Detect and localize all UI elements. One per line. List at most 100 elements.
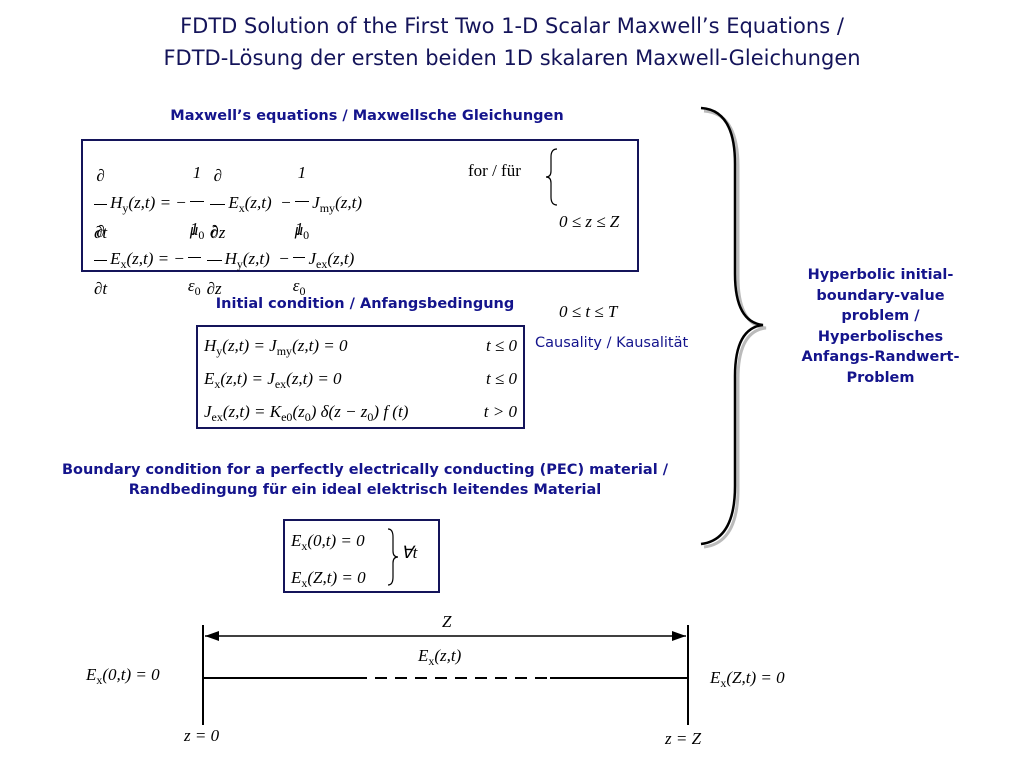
math-group: Ex(Z,t) = 0 [710, 668, 785, 690]
symbol: Ke0 [269, 402, 293, 424]
domain-diagram [202, 625, 689, 725]
symbol: ε0 [187, 276, 201, 298]
symbol: z0 [360, 402, 374, 424]
math-text: (z,t) [327, 248, 355, 268]
fraction: 1 ε0 [187, 201, 201, 319]
math-text: E [291, 531, 302, 550]
symbol: Jex [204, 402, 223, 424]
math-text: ∂t [94, 222, 108, 242]
fraction: ∂ ∂z [206, 204, 222, 317]
boundary-box: Ex(0,t) = 0 Ex(Z,t) = 0 ∀t [283, 519, 440, 593]
math-text: x [120, 256, 127, 271]
big-brace [700, 106, 767, 549]
causality: Causality / Kausalität [535, 335, 689, 351]
maxwell-heading: Maxwell’s equations / Maxwellsche Gleich… [170, 108, 564, 124]
math-text: (0,t) = 0 [102, 665, 160, 684]
math-text: x [301, 539, 308, 553]
math-text: (z,t) = − [128, 192, 187, 212]
math-text: H [224, 248, 237, 268]
math-text: 0 [299, 284, 306, 298]
math-text: ( [292, 402, 299, 421]
math-text: ∂t [94, 278, 108, 298]
math-text: t ≤ 0 [485, 336, 517, 355]
symbol: Jex [267, 369, 286, 391]
fraction: ∂ ∂t [94, 204, 108, 317]
fraction: 1 μ0 [294, 145, 310, 263]
symbol: Hy [110, 192, 128, 215]
math-text: 1 [294, 145, 310, 202]
math-text: 0 [194, 284, 201, 298]
math-text: e0 [281, 410, 293, 424]
math-text: ex [211, 410, 223, 424]
conditions: 0 ≤ z ≤ Z 0 ≤ t ≤ T [559, 147, 619, 387]
math-group: Ex(Z,t) = 0 [291, 562, 366, 599]
math-text: t ≤ 0 [485, 369, 517, 388]
math-group: Ex(0,t) = 0 [291, 525, 366, 562]
math-text: x [301, 576, 308, 590]
symbol: Ex [710, 668, 727, 690]
title-line: FDTD-Lösung der ersten beiden 1D skalare… [163, 46, 861, 70]
math-text: x [428, 654, 435, 668]
math-text: ∂ [94, 148, 108, 205]
math-group: ∂ ∂t Ex(z,t) = −1 ε0 ∂ ∂z Hy(z,t) −1 ε0 Jex(z,t) [91, 201, 362, 298]
math-text: x [238, 200, 245, 215]
math-text: (z,t) = 0 [286, 369, 342, 388]
field-label: Ex(z,t) [418, 646, 461, 669]
right-position: z = Z [665, 729, 702, 748]
right-bc: Ex(Z,t) = 0 [710, 668, 785, 691]
math-text: ) δ(z − [310, 402, 361, 421]
symbol: Ex [418, 646, 435, 668]
symbol: Ex [204, 369, 221, 391]
math-text: E [710, 668, 721, 687]
symbol: Ex [86, 665, 102, 687]
math-text: E [204, 369, 215, 388]
math-text: ∂ [206, 204, 222, 261]
math-text: z [298, 402, 305, 421]
math-text: 1 [187, 201, 201, 258]
math-text: 0 [303, 228, 310, 242]
math-text: x [214, 377, 221, 391]
symbol: Ex [291, 531, 308, 553]
initial-heading: Initial condition / Anfangsbedingung [215, 296, 515, 312]
math-text: z [360, 402, 368, 421]
summary: Hyperbolic initial-boundary-value proble… [801, 267, 960, 386]
symbol: Ex [291, 568, 308, 590]
brace [545, 148, 558, 206]
math-text: (Z,t) = 0 [307, 568, 366, 587]
fraction: 1 ε0 [292, 201, 306, 319]
math-text: ε [292, 276, 300, 295]
boundary-condition: ∀t [401, 543, 418, 562]
condition-label: for / für [468, 161, 521, 180]
math-group: ε0 [293, 258, 306, 319]
fraction: ∂ ∂t [94, 148, 108, 261]
math-text: J [308, 248, 317, 268]
math-group: μ0 [295, 202, 310, 263]
boundary-equations: Ex(0,t) = 0 Ex(Z,t) = 0 [291, 525, 366, 599]
symbol: Jmy [269, 336, 292, 358]
boundary-heading: Boundary condition for a perfectly elect… [0, 460, 730, 500]
symbol: Hy [224, 248, 243, 271]
math-text: (z,t) [434, 646, 462, 665]
symbol: Ex [228, 193, 245, 215]
symbol: ε0 [292, 276, 306, 298]
fraction: 1 μ0 [189, 145, 205, 263]
math-text: E [418, 646, 429, 665]
math-text: x [720, 676, 727, 690]
math-text: (z,t) = 0 [292, 336, 348, 355]
math-text: my [319, 200, 336, 215]
math-text: K [269, 402, 282, 421]
length-label: Z [442, 612, 452, 631]
math-text: 0 [367, 410, 374, 424]
math-text: E [110, 248, 121, 268]
math-text: ε [187, 276, 195, 295]
heading-line: Boundary condition for a perfectly elect… [61, 462, 669, 478]
maxwell-equations: ∂ ∂t Hy(z,t) = −1 μ0 ∂ ∂z Ex(z,t) −1 μ0 Jmy(z,t)… [91, 145, 362, 298]
math-group: ε0 [188, 258, 201, 319]
math-text: ∂z [206, 278, 222, 298]
left-position: z = 0 [184, 726, 220, 745]
fraction: ∂ ∂z [210, 148, 226, 261]
math-text: J [204, 402, 212, 421]
math-text: E [86, 665, 97, 684]
math-text: H [110, 192, 123, 212]
